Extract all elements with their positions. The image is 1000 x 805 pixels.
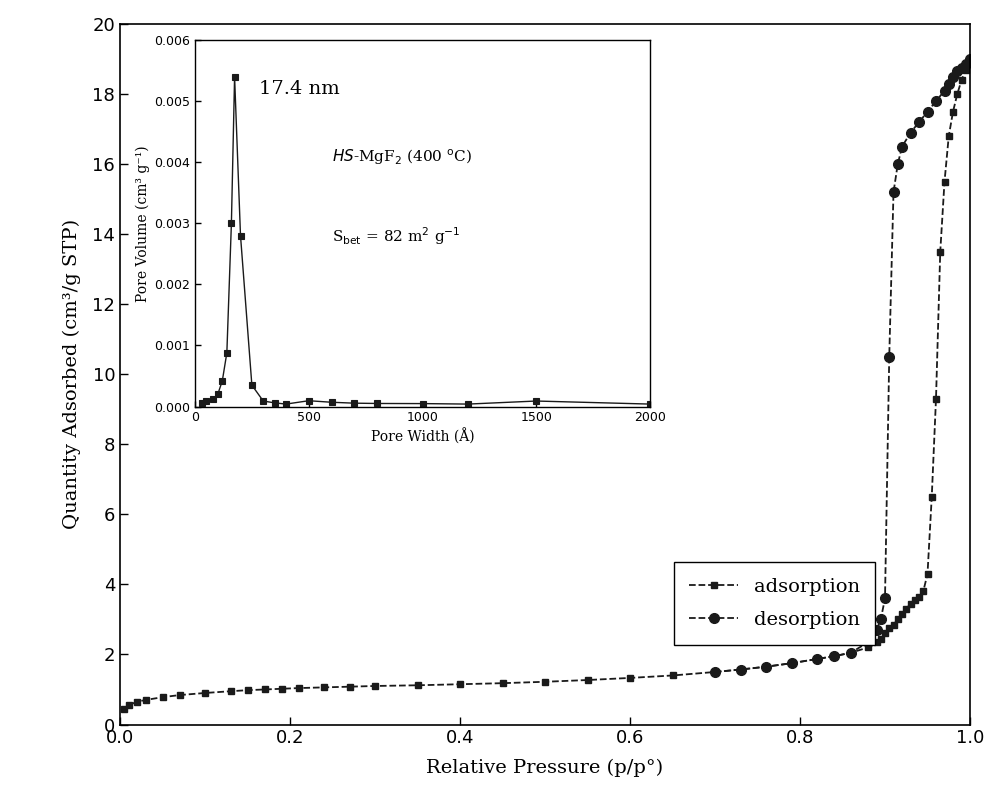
desorption: [888, 188, 900, 197]
adsorption: [118, 704, 130, 713]
X-axis label: Pore Width (Å): Pore Width (Å): [371, 428, 474, 444]
desorption: [862, 638, 874, 647]
desorption: [951, 67, 963, 76]
adsorption: [870, 638, 883, 647]
desorption: [930, 97, 942, 106]
desorption: [938, 86, 950, 96]
Text: 17.4 nm: 17.4 nm: [259, 80, 339, 98]
desorption: [947, 72, 959, 81]
desorption: [896, 142, 908, 151]
Y-axis label: Pore Volume (cm³ g⁻¹): Pore Volume (cm³ g⁻¹): [136, 145, 150, 302]
desorption: [964, 55, 976, 64]
adsorption: [875, 634, 887, 643]
desorption: [760, 662, 772, 671]
Line: desorption: desorption: [710, 54, 975, 677]
desorption: [960, 60, 972, 69]
desorption: [892, 159, 904, 169]
desorption: [879, 593, 891, 603]
adsorption: [913, 592, 925, 601]
desorption: [913, 118, 925, 127]
Line: adsorption: adsorption: [121, 61, 973, 712]
desorption: [786, 658, 798, 668]
desorption: [883, 352, 895, 361]
Text: $\mathit{HS}$-MgF$_2$ (400 $^{\rm{o}}$C): $\mathit{HS}$-MgF$_2$ (400 $^{\rm{o}}$C): [332, 148, 471, 167]
desorption: [709, 667, 721, 677]
adsorption: [938, 177, 950, 187]
adsorption: [883, 623, 895, 633]
adsorption: [369, 681, 381, 691]
desorption: [904, 128, 916, 138]
Y-axis label: Quantity Adsorbed (cm³/g STP): Quantity Adsorbed (cm³/g STP): [63, 219, 81, 530]
desorption: [956, 63, 968, 72]
desorption: [870, 625, 883, 635]
desorption: [828, 651, 840, 661]
X-axis label: Relative Pressure (p/p°): Relative Pressure (p/p°): [426, 758, 664, 777]
desorption: [943, 79, 955, 89]
desorption: [734, 665, 746, 675]
adsorption: [964, 60, 976, 69]
Legend: adsorption, desorption: adsorption, desorption: [674, 562, 875, 645]
Text: S$_{\rm{bet}}$ = 82 m$^2$ g$^{-1}$: S$_{\rm{bet}}$ = 82 m$^2$ g$^{-1}$: [332, 225, 460, 246]
desorption: [845, 648, 857, 658]
desorption: [875, 615, 887, 625]
desorption: [811, 654, 823, 664]
desorption: [922, 107, 934, 117]
